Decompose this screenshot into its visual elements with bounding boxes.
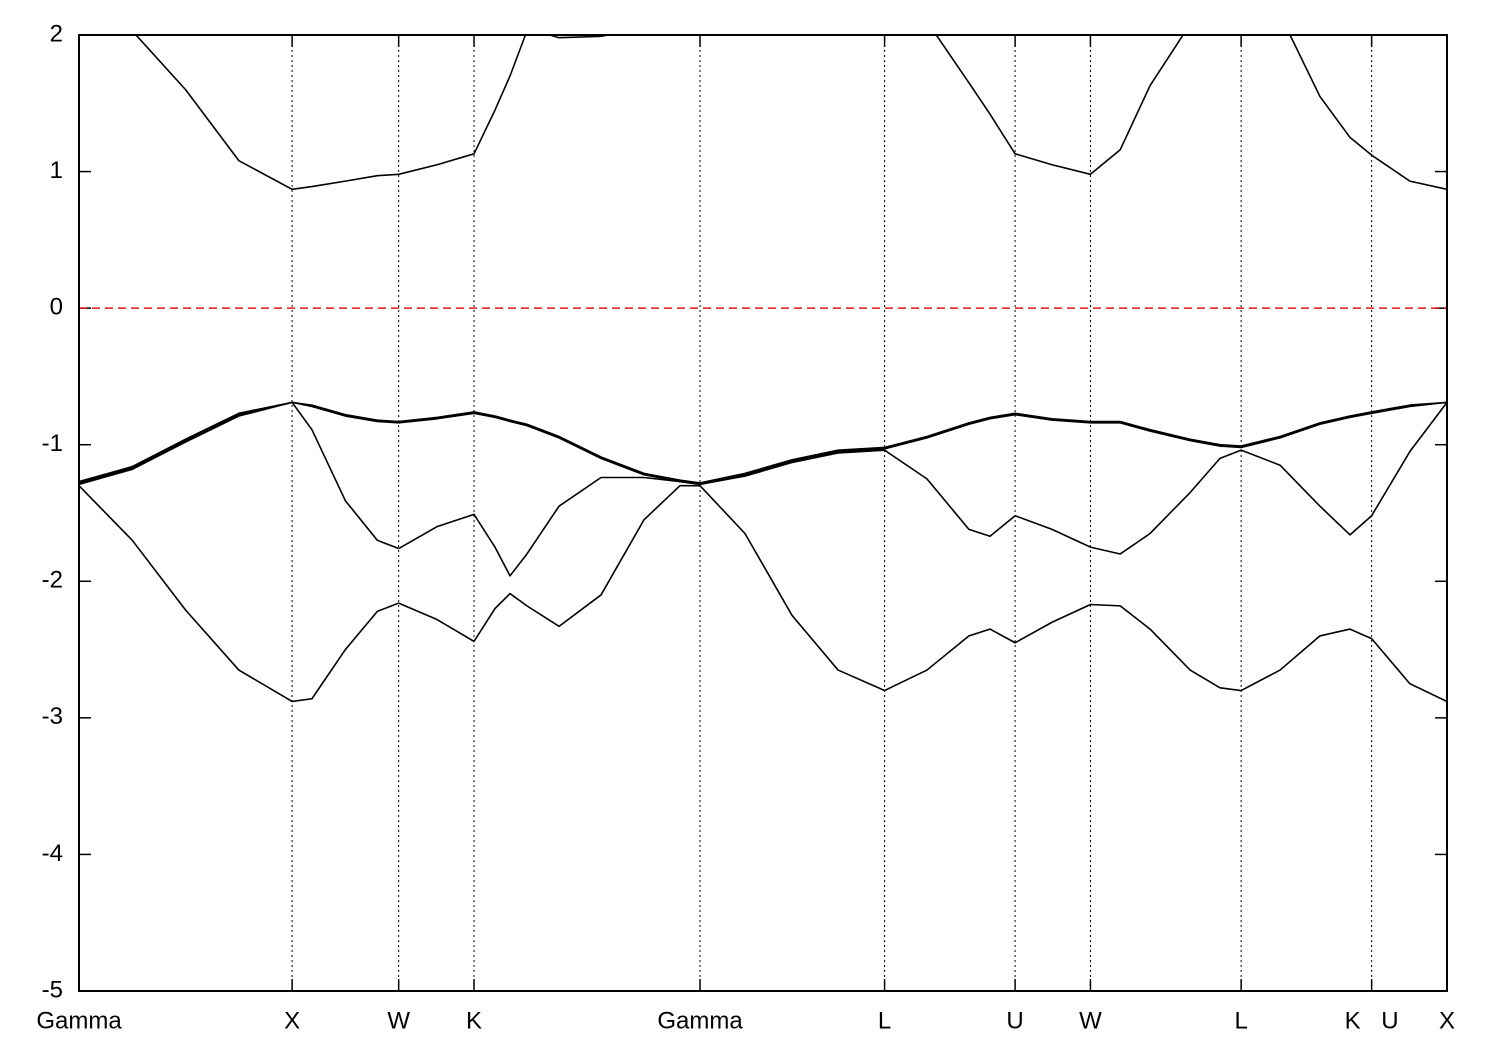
band-line: [134, 35, 1447, 191]
band-line: [79, 401, 1447, 484]
x-tick-label: K: [466, 1007, 482, 1034]
y-tick-label: 0: [50, 293, 63, 320]
band-line: [79, 401, 1447, 486]
bands: [79, 35, 1447, 703]
band-line: [79, 484, 1447, 703]
x-tick-label: X: [284, 1007, 300, 1034]
y-tick-label: -2: [42, 567, 63, 594]
band-line: [547, 35, 613, 39]
x-tick-label: L: [1234, 1007, 1247, 1034]
y-tick-label: -1: [42, 430, 63, 457]
band-line: [79, 401, 1447, 577]
y-tick-label: 2: [50, 20, 63, 47]
x-tick-label: Gamma: [36, 1007, 122, 1034]
x-tick-label: X: [1439, 1007, 1455, 1034]
x-tick-label: L: [878, 1007, 891, 1034]
x-tick-label: K U: [1345, 1007, 1399, 1034]
y-tick-label: -5: [42, 976, 63, 1003]
y-tick-label: 1: [50, 157, 63, 184]
x-tick-label: Gamma: [657, 1007, 743, 1034]
x-tick-label: U: [1006, 1007, 1023, 1034]
plot-frame: [78, 34, 1448, 992]
y-tick-label: -3: [42, 703, 63, 730]
x-tick-label: W: [1079, 1007, 1102, 1034]
x-tick-label: W: [387, 1007, 410, 1034]
y-tick-label: -4: [42, 840, 63, 867]
